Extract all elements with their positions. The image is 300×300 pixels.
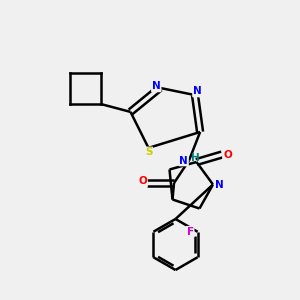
Text: N: N [214,179,224,190]
Text: O: O [223,149,232,160]
Text: O: O [138,176,147,187]
Text: F: F [187,227,194,237]
Text: N: N [193,86,202,97]
Text: N: N [152,81,161,92]
Text: N: N [179,155,188,166]
Text: H: H [191,153,200,163]
Text: S: S [145,147,152,158]
